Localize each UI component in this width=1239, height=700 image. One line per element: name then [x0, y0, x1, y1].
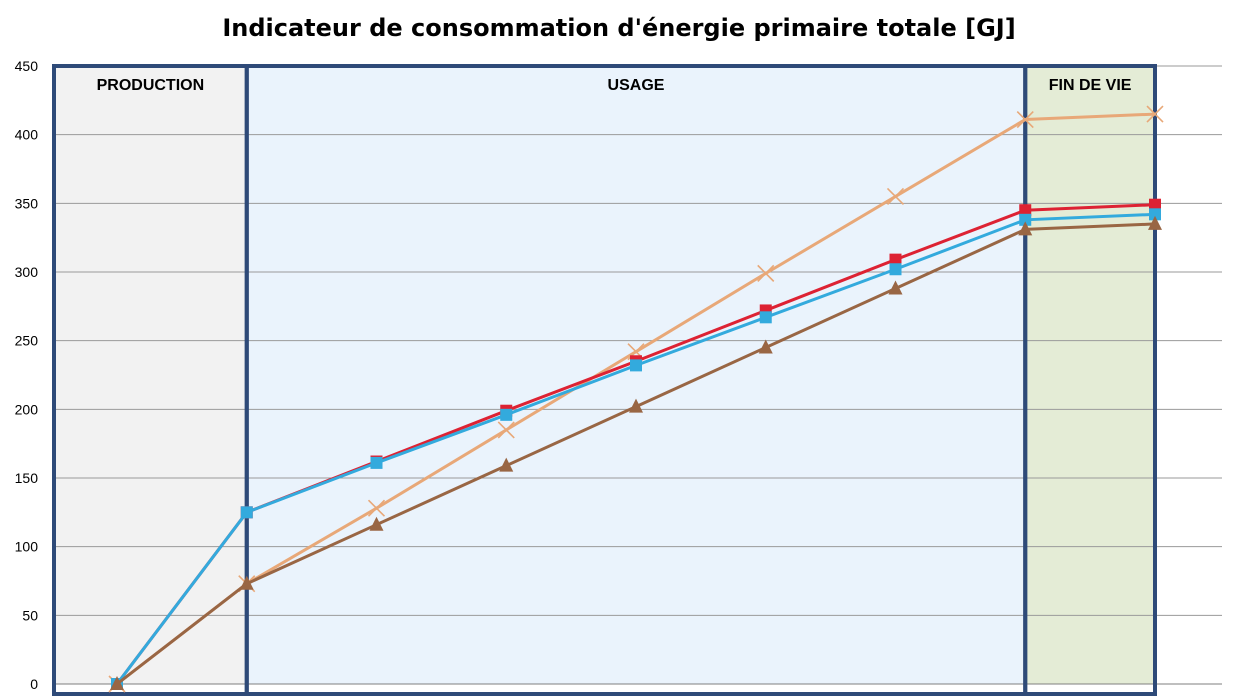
phase-region-2: [246, 66, 1026, 684]
series-4-point: [499, 457, 514, 472]
series-3-point: [1149, 208, 1161, 221]
series-2-point: [1019, 204, 1032, 217]
y-tick-label: 300: [15, 264, 39, 280]
series-3-point: [240, 506, 253, 519]
series-1-point: [1146, 105, 1164, 123]
phase-region-3: [1025, 66, 1155, 684]
series-4-point: [1018, 221, 1033, 236]
series-3-point: [889, 263, 902, 276]
series-4-point: [1148, 215, 1162, 230]
phase-label-3: FIN DE VIE: [1049, 77, 1132, 94]
y-tick-label: 450: [15, 58, 39, 74]
phase-label-2: USAGE: [608, 77, 665, 94]
phase-backgrounds: [54, 66, 1155, 684]
series-3-point: [1019, 213, 1032, 226]
y-tick-label: 150: [15, 470, 39, 486]
series-1-point: [497, 421, 515, 439]
phase-frame-3: [1023, 64, 1157, 696]
series-1-point: [757, 264, 775, 282]
series-3-point: [370, 456, 383, 469]
y-axis-tick-labels: 0 50 100 150 200 250 300 350 400 450: [15, 58, 39, 692]
y-tick-label: 100: [15, 539, 39, 555]
series-4-point: [629, 398, 643, 413]
series-3-point: [759, 311, 772, 324]
series-1-point: [1016, 110, 1034, 129]
series-4-point: [110, 676, 124, 690]
series-4-point: [239, 575, 254, 590]
series-1-point: [367, 499, 386, 517]
series-3-point: [630, 359, 642, 372]
series-4-point: [758, 339, 773, 354]
series-4-point: [369, 516, 384, 531]
series-2-point: [1149, 198, 1161, 211]
series-2-point: [889, 253, 902, 266]
chart-title: Indicateur de consommation d'énergie pri…: [222, 14, 1015, 42]
y-tick-label: 50: [22, 607, 38, 623]
series-3-point: [500, 408, 513, 421]
y-tick-label: 400: [15, 127, 39, 143]
series-layer: [108, 105, 1164, 693]
y-tick-label: 250: [15, 333, 39, 349]
phase-region-1: [54, 66, 247, 684]
y-tick-label: 200: [15, 401, 39, 417]
series-4-point: [888, 280, 903, 295]
y-tick-label: 350: [15, 195, 39, 211]
series-1-point: [886, 187, 905, 206]
phase-borders: [52, 64, 1157, 696]
y-tick-label: 0: [30, 676, 38, 692]
phase-labels: PRODUCTION USAGE FIN DE VIE: [97, 77, 1132, 94]
phase-label-1: PRODUCTION: [97, 77, 205, 94]
